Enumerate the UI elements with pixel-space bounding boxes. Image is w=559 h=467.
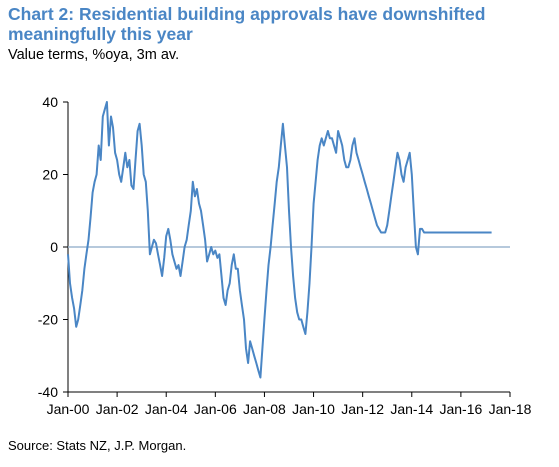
x-tick-label: Jan-18 bbox=[489, 401, 532, 417]
y-tick-label: 40 bbox=[42, 94, 58, 110]
chart-subtitle: Value terms, %oya, 3m av. bbox=[8, 47, 180, 63]
chart-title: Chart 2: Residential building approvals … bbox=[8, 4, 486, 44]
x-tick-label: Jan-16 bbox=[439, 401, 482, 417]
series-line bbox=[67, 101, 492, 379]
source-note: Source: Stats NZ, J.P. Morgan. bbox=[8, 438, 187, 453]
x-tick-label: Jan-10 bbox=[292, 401, 335, 417]
x-tick-label: Jan-06 bbox=[194, 401, 237, 417]
x-tick-label: Jan-00 bbox=[47, 401, 90, 417]
x-tick-label: Jan-12 bbox=[341, 401, 384, 417]
x-tick-label: Jan-08 bbox=[243, 401, 286, 417]
y-tick-label: 20 bbox=[42, 167, 58, 183]
y-ticks: 40 20 0 -20 -40 bbox=[38, 94, 68, 400]
y-tick-label: -40 bbox=[38, 384, 58, 400]
x-tick-label: Jan-14 bbox=[390, 401, 433, 417]
x-tick-label: Jan-04 bbox=[145, 401, 188, 417]
y-tick-label: -20 bbox=[38, 312, 58, 328]
x-tick-label: Jan-02 bbox=[96, 401, 139, 417]
y-tick-label: 0 bbox=[50, 239, 58, 255]
x-ticks: Jan-00 Jan-02 Jan-04 Jan-06 Jan-08 Jan-10 Jan-… bbox=[47, 392, 532, 417]
